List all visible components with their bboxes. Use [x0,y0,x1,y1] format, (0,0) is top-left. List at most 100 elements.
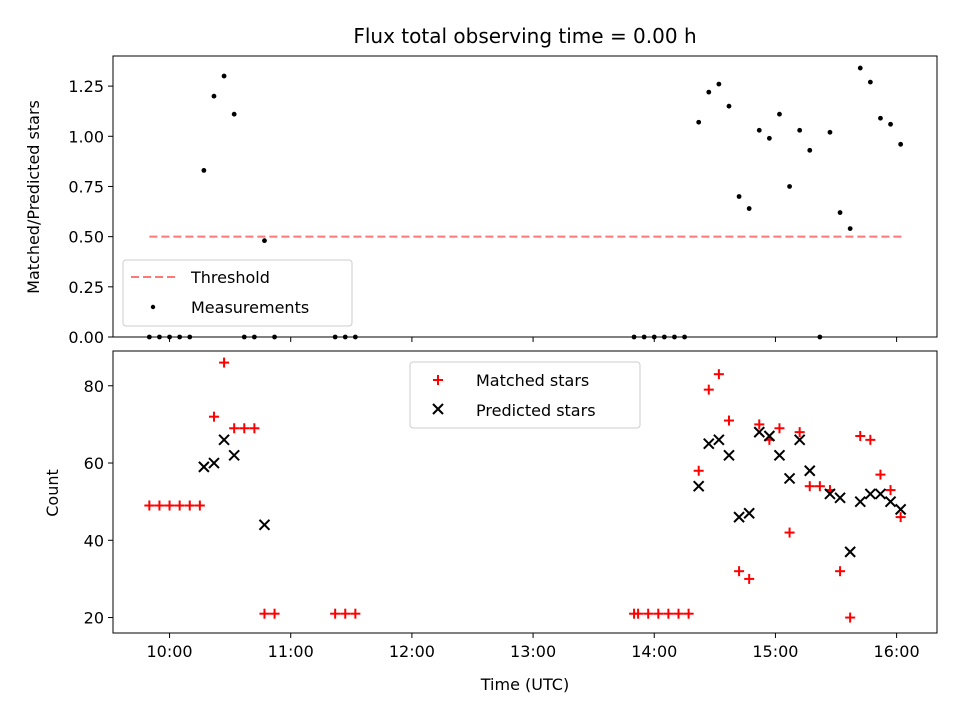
measurement-point [231,111,237,117]
predicted-star-point [824,488,836,500]
matched-star-point [754,419,765,430]
measurement-point [878,115,883,121]
predicted-star-point [228,449,240,462]
measurement-point [888,121,893,127]
top-y-tick-label: 0.00 [68,328,104,347]
measurement-point [332,334,338,340]
matched-star-point [219,357,230,368]
matched-star-point [855,430,866,441]
bottom-legend-frame [409,361,641,429]
measurement-point [766,135,772,141]
matched-star-point [144,500,155,511]
bottom-panel: 20 40 60 80 10:00 11:00 12:00 13:00 14:00 15:00 16… [84,350,938,661]
predicted-star-point [804,465,816,477]
predicted-star-point [198,461,210,473]
bottom-x-tick-label: 12:00 [389,642,435,661]
matched-star-point [845,612,856,623]
matched-star-point [865,434,876,445]
matched-star-point [330,608,341,619]
predicted-star-point [723,449,735,462]
measurement-point [631,334,637,340]
measurement-point [867,79,873,85]
matched-star-point [653,608,664,619]
matched-star-point [693,465,704,476]
predicted-star-point [773,449,786,462]
legend-label-measurements: Measurements [191,298,309,317]
measurement-point [241,334,247,340]
predicted-star-point [793,434,806,446]
measurement-point [857,65,863,71]
matched-star-point [734,566,745,577]
bottom-x-axis-label: Time (UTC) [480,675,569,694]
measurement-point [726,103,732,109]
matched-star-point [814,481,825,492]
predicted-star-point [733,511,745,523]
matched-star-point [350,608,361,619]
measurement-point [352,334,358,340]
legend-swatch-measurements [150,304,156,310]
legend-swatch-matched [433,375,443,385]
matched-star-point [784,527,795,538]
top-y-tick-label: 0.25 [68,278,104,297]
predicted-star-point [864,488,877,500]
matched-star-point [713,369,724,380]
predicted-star-point [763,430,776,442]
measurement-point [157,334,162,340]
measurement-point [847,226,853,232]
predicted-star-point [743,507,755,519]
bottom-legend: Matched stars Predicted stars [409,361,641,429]
legend-label-matched: Matched stars [476,371,589,390]
matched-star-point [633,608,644,619]
measurement-point [146,334,152,340]
top-legend-frame [122,259,353,327]
measurement-point [187,334,193,340]
matched-star-point [885,485,896,496]
bottom-y-tick-label: 20 [84,609,104,628]
matched-star-point [269,608,280,619]
predicted-star-point [692,480,705,492]
top-y-tick-label: 1.25 [68,77,104,96]
matched-star-point [239,423,250,434]
bottom-x-tick-label: 14:00 [631,642,677,661]
predicted-star-point [834,492,846,504]
measurement-point [756,127,762,133]
matched-star-point [229,423,240,434]
predicted-star-point [844,546,856,558]
bottom-x-tick-label: 11:00 [268,642,314,661]
top-chart-title: Flux total observing time = 0.00 h [353,24,696,48]
predicted-star-point [208,457,220,469]
measurement-point [661,334,667,340]
bottom-y-tick-label: 40 [84,531,104,550]
measurement-point [211,93,217,99]
legend-swatch-predicted [432,403,444,415]
predicted-star-point [218,434,230,446]
top-legend: Threshold Measurements [122,259,353,327]
legend-label-threshold: Threshold [190,268,270,287]
measurement-point [342,334,348,340]
top-panel: 0.00 0.25 0.50 0.75 1.00 1.25 [68,55,938,347]
measurement-point [672,334,677,340]
bottom-x-tick-label: 10:00 [146,642,192,661]
measurement-point [177,334,183,340]
predicted-star-point [874,488,887,500]
measurement-point [251,334,257,340]
bottom-x-tick-label: 13:00 [510,642,556,661]
predicted-star-point [258,519,271,531]
measurement-point [696,119,702,125]
measurement-point [716,81,722,87]
bottom-y-axis-label: Count [43,469,62,517]
measurement-point [797,127,803,133]
measurement-point [201,168,207,173]
matched-star-point [164,500,175,511]
predicted-star-point [753,426,765,438]
bottom-y-tick-label: 60 [84,454,104,473]
top-y-tick-label: 0.50 [68,228,104,247]
top-y-tick-label: 0.75 [68,177,104,196]
measurement-point [837,210,843,215]
matched-star-point [259,608,270,619]
predicted-star-point [894,503,907,516]
matched-star-point [794,427,805,438]
measurement-point [807,147,813,153]
matched-star-point [895,512,906,523]
matched-star-point [208,411,219,422]
